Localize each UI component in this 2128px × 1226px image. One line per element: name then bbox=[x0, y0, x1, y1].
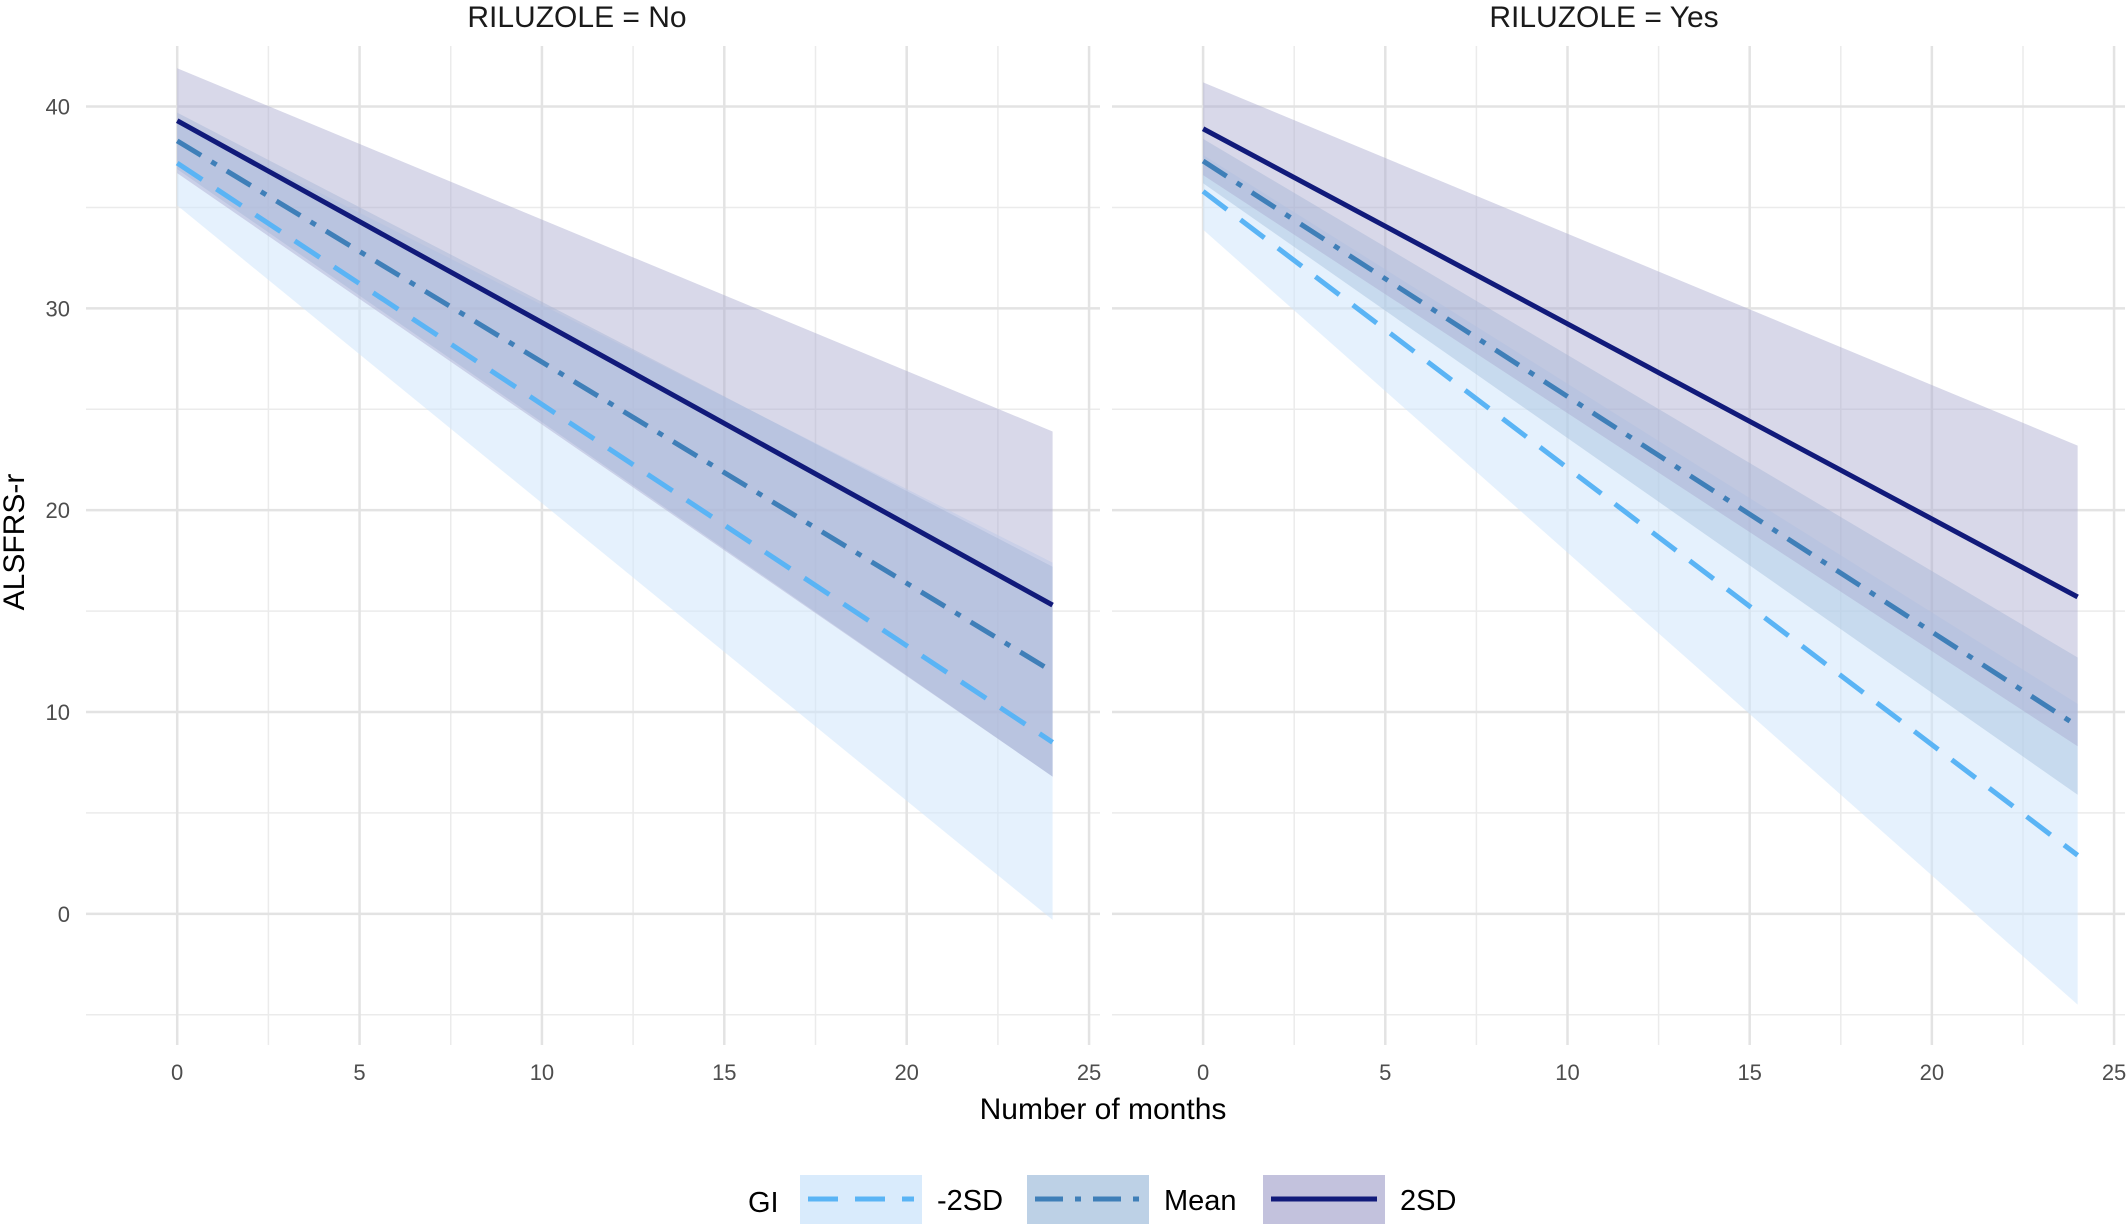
legend-label-p2sd: 2SD bbox=[1400, 1185, 1456, 1217]
x-tick-label: 5 bbox=[1379, 1060, 1391, 1085]
x-tick-label: 25 bbox=[2102, 1060, 2126, 1085]
panel-title-riluzole-yes: RILUZOLE = Yes bbox=[1489, 1, 1718, 34]
series-line-m2sd bbox=[1201, 189, 2080, 858]
gridlines bbox=[1112, 46, 2125, 1045]
series-line-p2sd bbox=[1201, 126, 2079, 600]
series-line-mean bbox=[175, 138, 1054, 674]
series-line-p2sd bbox=[175, 118, 1054, 608]
x-tick-label: 20 bbox=[1920, 1060, 1944, 1085]
panel-riluzole-yes: RILUZOLE = Yes 0 5 10 15 20 25 bbox=[1112, 1, 2126, 1085]
x-tick-label: 15 bbox=[1737, 1060, 1761, 1085]
legend: GI -2SD Mean 2SD bbox=[748, 1175, 1456, 1224]
x-tick-label: 25 bbox=[1077, 1060, 1101, 1085]
x-tick-label: 20 bbox=[894, 1060, 918, 1085]
x-tick-label: 10 bbox=[1555, 1060, 1579, 1085]
ci-band-p2sd bbox=[177, 68, 1053, 777]
x-tick-label: 0 bbox=[1197, 1060, 1209, 1085]
ci-band-m2sd bbox=[1203, 154, 2078, 1005]
ci-band-mean bbox=[1203, 138, 2078, 795]
panel-title-riluzole-no: RILUZOLE = No bbox=[467, 1, 686, 34]
y-tick-label: 10 bbox=[46, 700, 70, 725]
y-tick-label: 40 bbox=[46, 95, 70, 120]
x-axis-title: Number of months bbox=[980, 1093, 1227, 1126]
y-tick-label: 20 bbox=[46, 498, 70, 523]
y-tick-label: 0 bbox=[58, 902, 70, 927]
legend-title: GI bbox=[748, 1187, 779, 1219]
panel-riluzole-no: RILUZOLE = No 0 10 20 30 40 0 5 10 15 20 25 bbox=[46, 1, 1102, 1085]
legend-label-mean: Mean bbox=[1164, 1185, 1237, 1217]
x-tick-label: 5 bbox=[353, 1060, 365, 1085]
ci-band-mean bbox=[177, 112, 1053, 777]
ci-band-m2sd bbox=[177, 120, 1053, 920]
y-tick-label: 30 bbox=[46, 296, 70, 321]
legend-label-m2sd: -2SD bbox=[937, 1185, 1003, 1217]
y-axis-title: ALSFRS-r bbox=[0, 474, 31, 611]
x-tick-label: 15 bbox=[712, 1060, 736, 1085]
x-tick-label: 10 bbox=[530, 1060, 554, 1085]
x-tick-label: 0 bbox=[171, 1060, 183, 1085]
ci-band-p2sd bbox=[1203, 82, 2078, 747]
series-line-m2sd bbox=[175, 160, 1054, 745]
